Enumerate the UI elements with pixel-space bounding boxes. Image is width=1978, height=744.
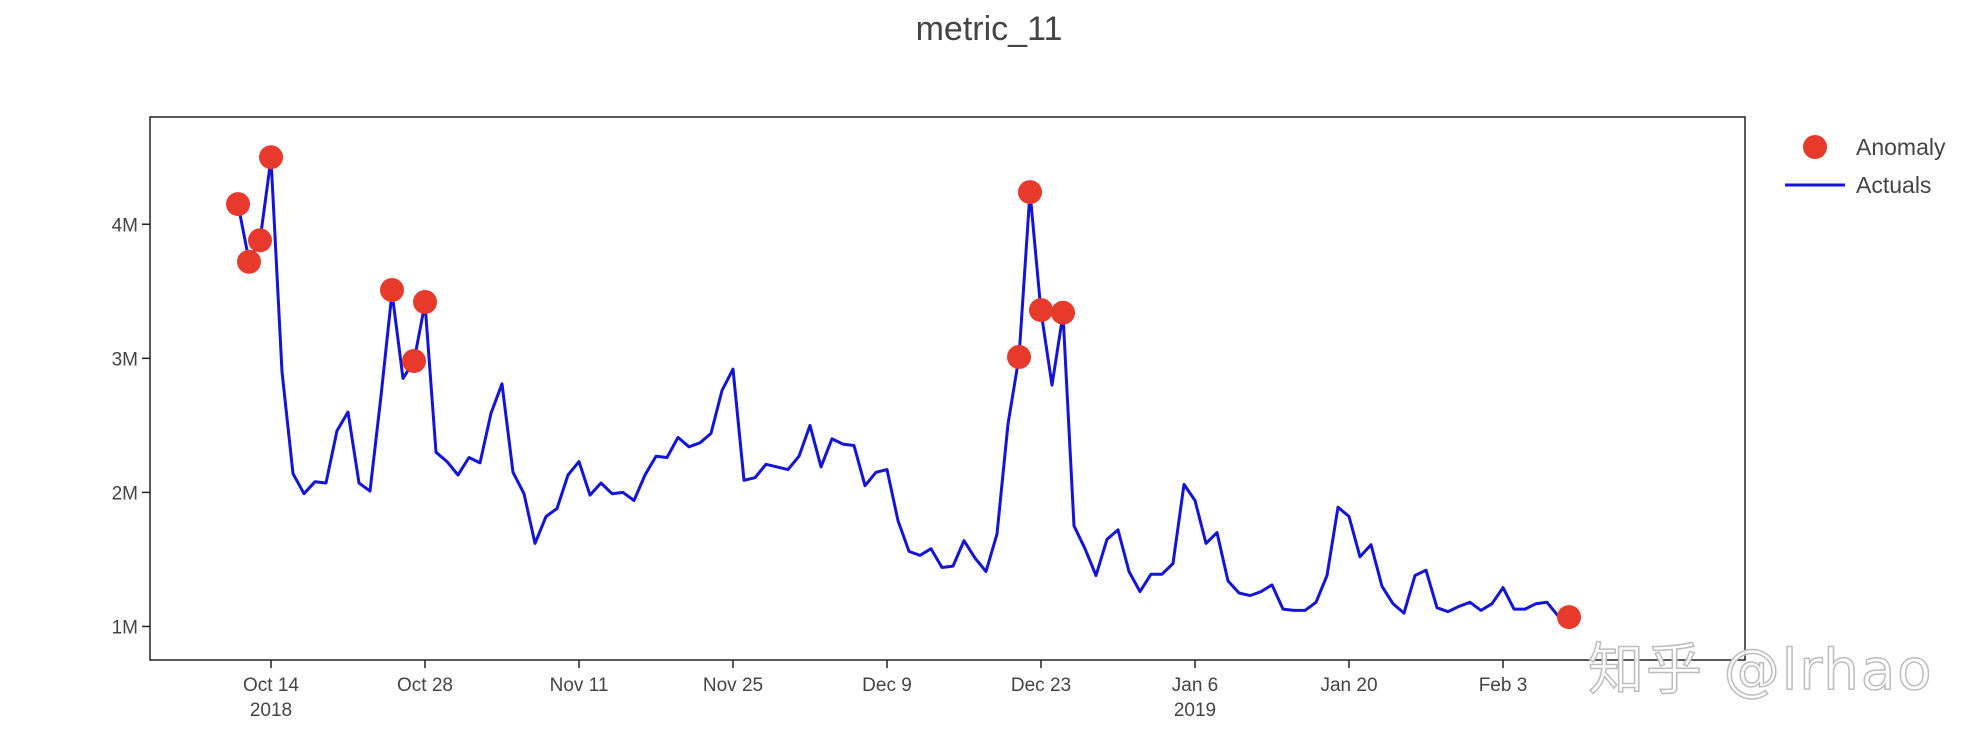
chart-title: metric_11 (915, 10, 1063, 48)
x-tick-year-label: 2018 (250, 700, 292, 721)
anomaly-point (259, 145, 283, 170)
series-line-actuals (236, 157, 1570, 619)
y-tick-label: 2M (112, 483, 138, 504)
legend-item-anomaly[interactable]: Anomaly (1803, 134, 1946, 160)
x-tick-label: Jan 6 (1172, 675, 1218, 696)
y-tick-label: 1M (112, 617, 138, 638)
series-layer (226, 145, 1581, 630)
anomaly-point (402, 349, 426, 373)
y-tick-label: 4M (112, 215, 138, 236)
watermark-text: 知乎 @lrhao (1587, 637, 1934, 704)
x-tick-label: Nov 25 (703, 675, 763, 696)
anomaly-point (1051, 300, 1075, 325)
legend[interactable]: Anomaly Actuals (1785, 134, 1946, 198)
anomaly-point (1029, 298, 1053, 323)
anomaly-point (413, 290, 437, 314)
x-tick-label: Dec 9 (862, 675, 912, 696)
x-tick-label: Oct 14 (243, 675, 299, 696)
anomaly-point (1007, 345, 1031, 369)
legend-label: Anomaly (1856, 134, 1946, 160)
anomaly-point (248, 228, 272, 253)
x-tick-label: Dec 23 (1011, 675, 1071, 696)
x-tick-year-label: 2019 (1174, 700, 1216, 721)
anomaly-point (1557, 605, 1581, 630)
anomaly-point (1018, 180, 1042, 205)
x-tick-label: Jan 20 (1320, 675, 1377, 696)
anomaly-point (226, 192, 250, 217)
x-tick-label: Feb 3 (1479, 675, 1528, 696)
y-tick-label: 3M (112, 349, 138, 370)
legend-label: Actuals (1856, 172, 1931, 198)
plot-frame (149, 116, 1746, 661)
anomaly-point (380, 278, 404, 302)
x-tick-label: Oct 28 (397, 675, 453, 696)
legend-marker-swatch (1803, 135, 1827, 159)
anomaly-point (237, 249, 261, 274)
x-tick-label: Nov 11 (550, 675, 609, 696)
legend-item-actuals[interactable]: Actuals (1785, 172, 1931, 198)
axes: Oct 14 2018 Oct 28 Nov 11 Nov 25 Dec 9 Dec 23 J… (112, 116, 1746, 721)
